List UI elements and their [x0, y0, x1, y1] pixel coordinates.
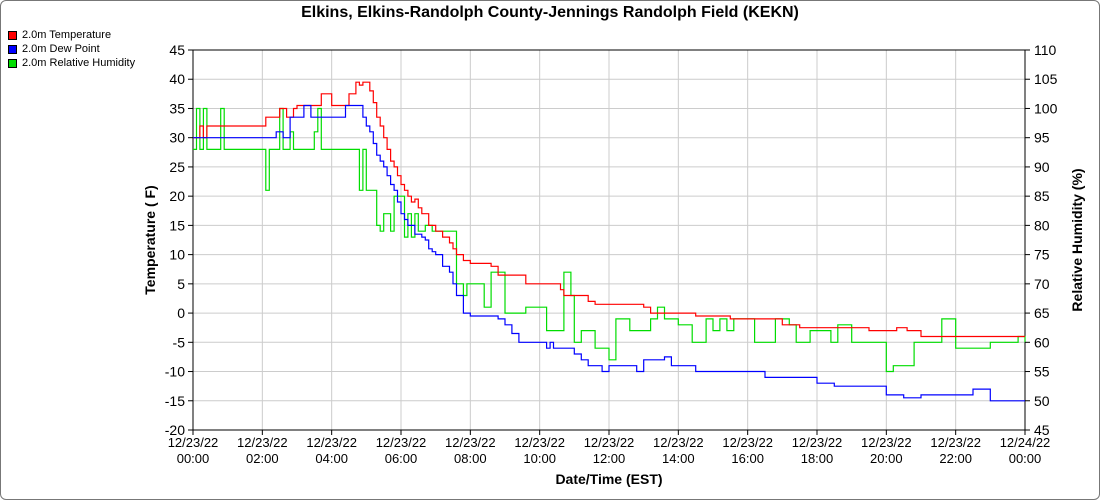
- y-tick-label-right: 50: [1034, 393, 1050, 409]
- x-tick-date: 12/23/22: [930, 435, 981, 450]
- x-tick-time: 18:00: [801, 451, 834, 466]
- x-tick-time: 00:00: [1009, 451, 1042, 466]
- y-tick-label-right: 65: [1034, 305, 1050, 321]
- y-tick-label-right: 80: [1034, 217, 1050, 233]
- y-tick-label-left: 45: [169, 42, 185, 58]
- y-tick-label-right: 45: [1034, 422, 1050, 438]
- legend-label-dew-point: 2.0m Dew Point: [22, 43, 100, 55]
- x-tick-date: 12/23/22: [653, 435, 704, 450]
- legend-swatch-dew-point: [8, 44, 17, 54]
- y-tick-label-left: 5: [177, 276, 185, 292]
- y-tick-label-right: 100: [1034, 100, 1058, 116]
- y-tick-label-left: 20: [169, 188, 185, 204]
- x-tick-date: 12/23/22: [514, 435, 565, 450]
- y-tick-label-right: 60: [1034, 334, 1050, 350]
- gridlines: [192, 49, 1026, 431]
- x-tick-time: 16:00: [731, 451, 764, 466]
- y-tick-label-right: 70: [1034, 276, 1050, 292]
- y-tick-label-left: 40: [169, 71, 185, 87]
- y-axis-right-ticks: 110 105 100 95 90 85 80 75 70 65 60 55 50 45: [1025, 42, 1058, 438]
- legend-item-humidity: 2.0m Relative Humidity: [8, 56, 135, 70]
- legend-item-dew-point: 2.0m Dew Point: [8, 42, 135, 56]
- y-tick-label-left: -15: [165, 393, 185, 409]
- x-tick-date: 12/23/22: [792, 435, 843, 450]
- y-tick-label-left: 10: [169, 247, 185, 263]
- legend-swatch-humidity: [8, 58, 17, 68]
- x-tick-date: 12/23/22: [722, 435, 773, 450]
- legend-label-humidity: 2.0m Relative Humidity: [22, 57, 136, 69]
- series-line-temperature: [193, 81, 1025, 338]
- y-tick-label-right: 110: [1034, 42, 1057, 58]
- legend-swatch-temperature: [8, 30, 17, 40]
- x-tick-time: 06:00: [385, 451, 418, 466]
- y-axis-label-left: Temperature ( F): [142, 185, 158, 294]
- x-axis-ticks: 12/23/2200:0012/23/2202:0012/23/2204:001…: [168, 430, 1051, 466]
- x-axis-label: Date/Time (EST): [555, 471, 662, 487]
- x-tick-date: 12/23/22: [376, 435, 427, 450]
- x-tick-time: 14:00: [662, 451, 695, 466]
- y-tick-label-left: 30: [169, 130, 185, 146]
- y-tick-label-right: 75: [1034, 247, 1050, 263]
- x-tick-date: 12/23/22: [861, 435, 912, 450]
- x-tick-time: 12:00: [593, 451, 626, 466]
- x-tick-time: 22:00: [939, 451, 972, 466]
- series-line-dew-point: [193, 104, 1025, 402]
- legend: 2.0m Temperature 2.0m Dew Point 2.0m Rel…: [8, 28, 135, 70]
- chart-title: Elkins, Elkins-Randolph County-Jennings …: [301, 4, 799, 21]
- x-tick-date: 12/23/22: [306, 435, 357, 450]
- x-tick-time: 08:00: [454, 451, 487, 466]
- y-tick-label-right: 105: [1034, 71, 1058, 87]
- y-tick-label-left: -5: [173, 334, 186, 350]
- x-tick-time: 00:00: [177, 451, 210, 466]
- y-tick-label-right: 55: [1034, 364, 1050, 380]
- y-tick-label-left: 25: [169, 159, 185, 175]
- legend-label-temperature: 2.0m Temperature: [22, 29, 112, 41]
- y-tick-label-right: 90: [1034, 159, 1050, 175]
- y-tick-label-left: 35: [169, 100, 185, 116]
- y-tick-label-left: -20: [165, 422, 185, 438]
- y-axis-left-ticks: 45 40 35 30 25 20 15 10 5 0 -5 -10 -15 -20: [165, 42, 193, 438]
- x-tick-time: 10:00: [523, 451, 556, 466]
- x-tick-time: 04:00: [315, 451, 348, 466]
- x-tick-date: 12/24/22: [1000, 435, 1051, 450]
- x-tick-time: 20:00: [870, 451, 903, 466]
- legend-item-temperature: 2.0m Temperature: [8, 28, 135, 42]
- y-tick-label-right: 85: [1034, 188, 1050, 204]
- x-tick-date: 12/23/22: [445, 435, 496, 450]
- x-tick-time: 02:00: [246, 451, 279, 466]
- y-axis-label-right: Relative Humidity (%): [1069, 168, 1085, 311]
- x-tick-date: 12/23/22: [237, 435, 288, 450]
- y-tick-label-left: 15: [169, 217, 185, 233]
- y-tick-label-left: 0: [177, 305, 185, 321]
- x-tick-date: 12/23/22: [584, 435, 635, 450]
- series-lines: [193, 81, 1026, 402]
- y-tick-label-left: -10: [165, 364, 185, 380]
- x-tick-date: 12/23/22: [168, 435, 219, 450]
- y-tick-label-right: 95: [1034, 130, 1050, 146]
